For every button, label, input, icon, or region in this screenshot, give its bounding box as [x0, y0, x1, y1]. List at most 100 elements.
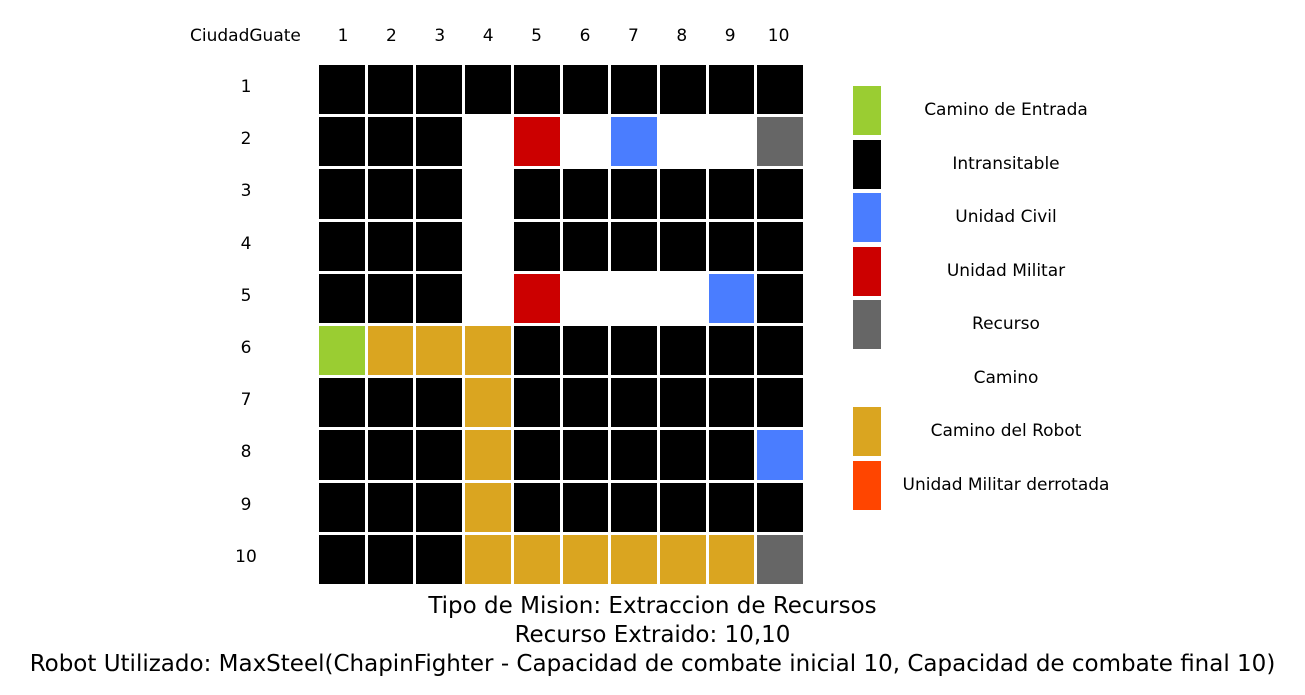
grid-cell: [757, 221, 803, 271]
grid-cell: [659, 534, 706, 584]
grid-cell: [611, 482, 657, 532]
grid-cell: [513, 326, 560, 376]
column-header: 5: [531, 26, 542, 46]
grid-cell: [367, 378, 414, 428]
grid-cell: [611, 169, 657, 219]
grid-cell: [319, 326, 365, 376]
column-header: 10: [767, 26, 790, 46]
grid-cell: [465, 169, 511, 219]
legend-swatch: [853, 460, 881, 510]
grid-cell: [757, 326, 803, 376]
grid-cell: [319, 117, 365, 167]
legend-swatch: [853, 86, 881, 135]
grid-cell: [757, 534, 803, 584]
legend-swatch: [853, 353, 881, 403]
grid-cell: [367, 169, 414, 219]
legend-swatch: [853, 407, 881, 456]
grid-cell: [319, 378, 365, 428]
grid-cell: [562, 326, 609, 376]
grid-cell: [757, 169, 803, 219]
grid-cell: [465, 221, 511, 271]
column-header: 1: [337, 26, 349, 46]
robot-used: Robot Utilizado: MaxSteel(ChapinFighter …: [29, 651, 1276, 677]
grid-cell: [367, 326, 414, 376]
grid-cell: [659, 430, 706, 480]
grid-cell: [465, 65, 511, 115]
grid-cell: [513, 273, 560, 323]
grid-cell: [465, 273, 511, 323]
grid-cell: [367, 534, 414, 584]
grid-cell: [611, 326, 657, 376]
grid-cell: [708, 482, 755, 532]
column-header: 3: [434, 26, 446, 46]
legend-label: Camino de Entrada: [924, 100, 1088, 120]
grid-cell: [367, 273, 414, 323]
grid-cell: [319, 430, 365, 480]
grid-cell: [562, 534, 609, 584]
grid-cell: [757, 482, 803, 532]
grid-cell: [416, 482, 463, 532]
grid-cell: [659, 169, 706, 219]
grid-cell: [708, 326, 755, 376]
grid-cell: [367, 482, 414, 532]
grid-cell: [367, 221, 414, 271]
row-header: 10: [235, 546, 257, 567]
legend-swatch: [853, 139, 881, 189]
grid-cell: [465, 482, 511, 532]
grid-cell: [708, 534, 755, 584]
column-header: 4: [482, 26, 494, 46]
grid-cell: [416, 169, 463, 219]
grid-cell: [562, 273, 609, 323]
grid-cell: [708, 65, 755, 115]
grid-cell: [611, 430, 657, 480]
map-grid: [319, 65, 803, 584]
legend-label: Camino del Robot: [930, 421, 1082, 441]
grid-cell: [319, 169, 365, 219]
grid-cell: [367, 117, 414, 167]
row-header: 4: [240, 233, 252, 254]
grid-cell: [562, 482, 609, 532]
grid-cell: [562, 221, 609, 271]
legend-swatch: [853, 193, 881, 242]
row-header: 1: [240, 77, 252, 97]
grid-cell: [416, 378, 463, 428]
row-header: 3: [240, 181, 252, 202]
grid-cell: [513, 65, 560, 115]
grid-cell: [416, 534, 463, 584]
column-header: 6: [579, 26, 591, 46]
grid-cell: [611, 273, 657, 323]
grid-cell: [708, 378, 755, 428]
grid-cell: [513, 482, 560, 532]
legend-label: Unidad Militar derrotada: [902, 474, 1110, 495]
row-header: 6: [240, 338, 252, 358]
grid-cell: [708, 117, 755, 167]
grid-cell: [416, 430, 463, 480]
grid-cell: [659, 378, 706, 428]
grid-cell: [611, 117, 657, 167]
grid-cell: [465, 430, 511, 480]
grid-cell: [757, 378, 803, 428]
column-header: 2: [385, 26, 397, 46]
grid-cell: [757, 65, 803, 115]
grid-cell: [659, 482, 706, 532]
grid-cell: [562, 430, 609, 480]
grid-cell: [562, 169, 609, 219]
extracted-resource: Recurso Extraido: 10,10: [514, 622, 791, 648]
column-header: 9: [724, 26, 736, 46]
grid-cell: [562, 65, 609, 115]
grid-cell: [513, 221, 560, 271]
grid-cell: [367, 430, 414, 480]
grid-cell: [319, 65, 365, 115]
row-header: 7: [240, 390, 252, 411]
grid-cell: [513, 378, 560, 428]
grid-cell: [465, 117, 511, 167]
grid-cell: [465, 326, 511, 376]
grid-cell: [708, 169, 755, 219]
grid-cell: [465, 378, 511, 428]
grid-cell: [416, 221, 463, 271]
grid-cell: [416, 117, 463, 167]
grid-cell: [659, 326, 706, 376]
grid-cell: [416, 65, 463, 115]
legend-swatch: [853, 246, 881, 296]
grid-cell: [611, 534, 657, 584]
